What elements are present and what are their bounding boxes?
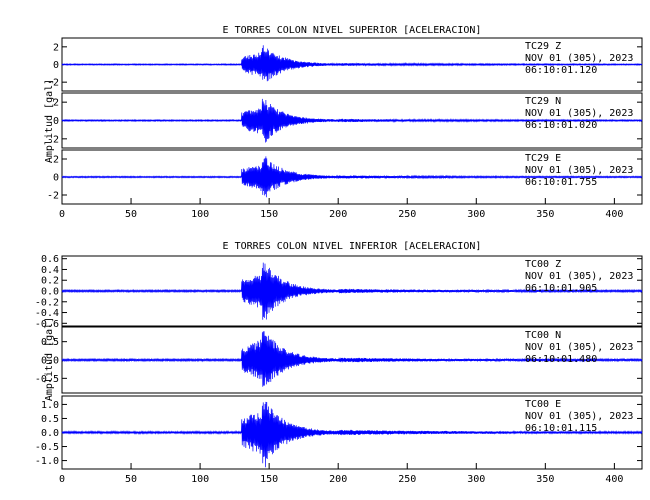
x-tick-label: 250 [398,209,416,220]
channel-label: TC29 Z [525,41,561,52]
channel-label: TC00 N [525,330,561,341]
y-tick-label: 1.0 [41,400,59,411]
x-tick-label: 400 [605,209,623,220]
time-label: 06:10:01.120 [525,65,597,76]
x-tick-label: 250 [398,474,416,485]
y-tick-label: -0.4 [35,308,59,319]
time-label: 06:10:01.905 [525,283,597,294]
date-label: NOV 01 (305), 2023 [525,53,633,64]
y-axis-label: Amplitud [gal] [44,79,55,163]
y-tick-label: 0.5 [41,414,59,425]
x-tick-label: 300 [467,474,485,485]
date-label: NOV 01 (305), 2023 [525,165,633,176]
x-tick-label: 100 [191,474,209,485]
y-tick-label: -0.5 [35,374,59,385]
y-tick-label: 0.0 [41,356,59,367]
y-tick-label: 2 [53,42,59,53]
y-tick-label: 0.4 [41,265,59,276]
y-tick-label: 0.0 [41,287,59,298]
date-label: NOV 01 (305), 2023 [525,411,633,422]
time-label: 06:10:01.115 [525,423,597,434]
date-label: NOV 01 (305), 2023 [525,342,633,353]
y-tick-label: -0.6 [35,319,59,330]
x-tick-label: 50 [125,209,137,220]
x-tick-label: 300 [467,209,485,220]
waveform-line [61,45,643,82]
time-label: 06:10:01.020 [525,120,597,131]
x-tick-label: 150 [260,474,278,485]
chart-title: E TORRES COLON NIVEL INFERIOR [ACELERACI… [223,241,482,252]
waveform-line [61,401,643,468]
y-tick-label: -0.2 [35,297,59,308]
x-tick-label: 0 [59,209,65,220]
x-tick-label: 350 [536,209,554,220]
x-tick-label: 150 [260,209,278,220]
y-tick-label: 0.6 [41,254,59,265]
x-tick-label: 350 [536,474,554,485]
date-label: NOV 01 (305), 2023 [525,271,633,282]
x-tick-label: 400 [605,474,623,485]
x-tick-label: 200 [329,474,347,485]
time-label: 06:10:01.755 [525,177,597,188]
y-tick-label: 0 [53,116,59,127]
y-tick-label: 0 [53,60,59,71]
y-tick-label: -2 [47,78,59,89]
waveform-line [61,98,643,143]
y-tick-label: 0.0 [41,428,59,439]
y-tick-label: -1.0 [35,456,59,467]
waveform-line [61,331,643,387]
y-tick-label: -2 [47,191,59,202]
x-tick-label: 0 [59,474,65,485]
x-tick-label: 50 [125,474,137,485]
y-tick-label: 0.2 [41,276,59,287]
y-tick-label: -2 [47,134,59,145]
y-tick-label: 0 [53,173,59,184]
channel-label: TC00 Z [525,259,561,270]
y-tick-label: 2 [53,98,59,109]
y-tick-label: 0.5 [41,337,59,348]
channel-label: TC29 N [525,96,561,107]
y-tick-label: 2 [53,155,59,166]
channel-label: TC29 E [525,153,561,164]
x-tick-label: 200 [329,209,347,220]
y-axis-label: Amplitud [gal] [44,317,55,401]
waveform-line [61,156,643,198]
time-label: 06:10:01.480 [525,354,597,365]
date-label: NOV 01 (305), 2023 [525,108,633,119]
waveform-line [61,262,643,320]
chart-title: E TORRES COLON NIVEL SUPERIOR [ACELERACI… [223,25,482,36]
y-tick-label: -0.5 [35,442,59,453]
channel-label: TC00 E [525,399,561,410]
x-tick-label: 100 [191,209,209,220]
